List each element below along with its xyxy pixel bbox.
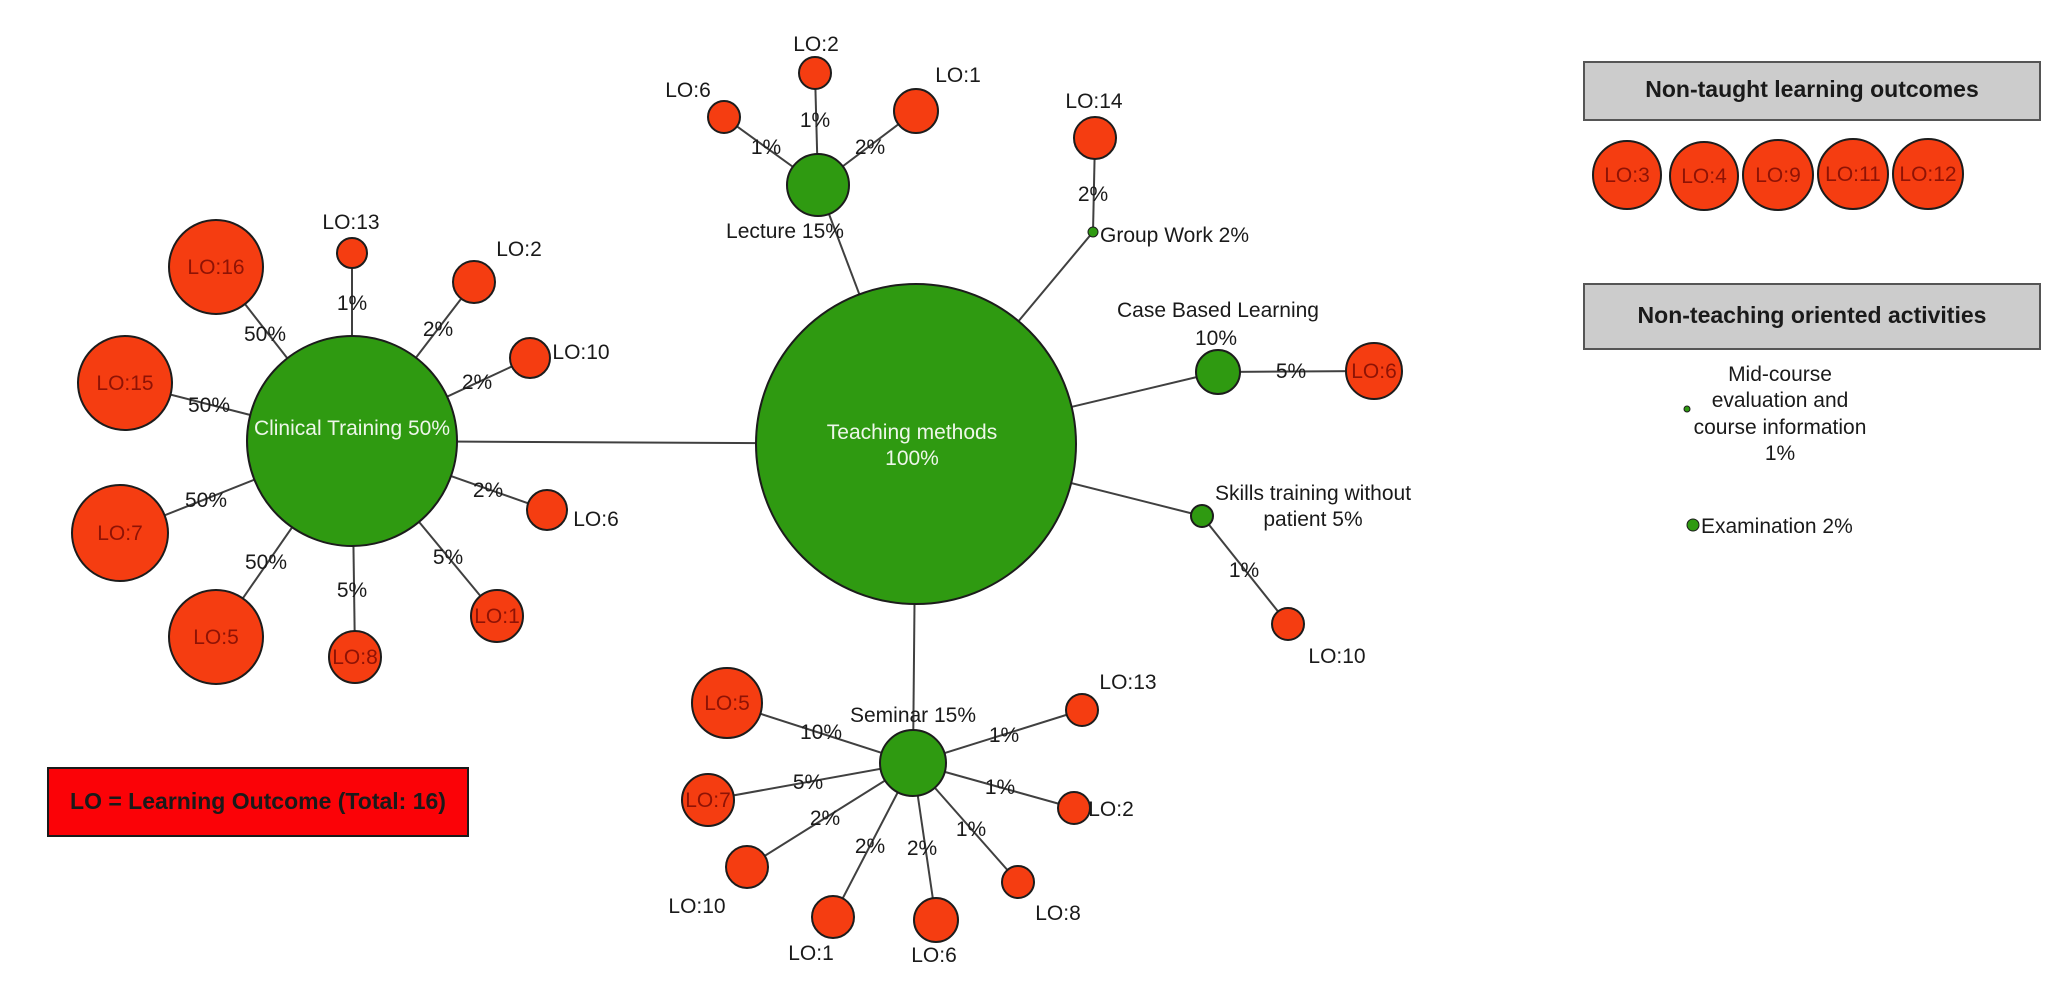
svg-text:50%: 50% bbox=[244, 323, 286, 346]
svg-text:LO:12: LO:12 bbox=[1899, 163, 1956, 186]
svg-text:Teaching methods: Teaching methods bbox=[827, 421, 997, 444]
svg-text:LO:6: LO:6 bbox=[911, 944, 957, 967]
svg-text:2%: 2% bbox=[473, 479, 503, 502]
svg-text:1%: 1% bbox=[989, 724, 1019, 747]
svg-text:LO:2: LO:2 bbox=[496, 238, 542, 261]
svg-text:1%: 1% bbox=[1765, 442, 1795, 465]
svg-text:1%: 1% bbox=[985, 776, 1015, 799]
svg-text:1%: 1% bbox=[1229, 559, 1259, 582]
svg-text:LO:10: LO:10 bbox=[668, 895, 725, 918]
svg-text:LO:6: LO:6 bbox=[573, 508, 619, 531]
svg-text:1%: 1% bbox=[956, 818, 986, 841]
svg-text:Mid-course: Mid-course bbox=[1728, 363, 1832, 386]
svg-text:LO:11: LO:11 bbox=[1825, 163, 1881, 186]
svg-text:Skills training without: Skills training without bbox=[1215, 482, 1411, 505]
svg-text:5%: 5% bbox=[337, 579, 367, 602]
svg-text:10%: 10% bbox=[800, 721, 842, 744]
svg-text:LO:8: LO:8 bbox=[1035, 902, 1081, 925]
svg-text:1%: 1% bbox=[337, 292, 367, 315]
svg-text:LO:5: LO:5 bbox=[193, 626, 239, 649]
svg-text:LO:14: LO:14 bbox=[1065, 90, 1123, 113]
svg-text:2%: 2% bbox=[855, 136, 885, 159]
svg-text:LO:6: LO:6 bbox=[665, 79, 711, 102]
svg-text:10%: 10% bbox=[1195, 327, 1237, 350]
svg-text:LO:6: LO:6 bbox=[1351, 360, 1397, 383]
svg-text:LO:7: LO:7 bbox=[685, 789, 731, 812]
svg-text:LO:9: LO:9 bbox=[1755, 164, 1801, 187]
svg-text:LO:3: LO:3 bbox=[1604, 164, 1650, 187]
svg-text:2%: 2% bbox=[907, 837, 937, 860]
svg-text:5%: 5% bbox=[433, 546, 463, 569]
svg-text:5%: 5% bbox=[793, 771, 823, 794]
svg-text:Case Based Learning: Case Based Learning bbox=[1117, 299, 1319, 322]
svg-text:Clinical Training 50%: Clinical Training 50% bbox=[254, 417, 450, 440]
svg-text:LO:15: LO:15 bbox=[96, 372, 153, 395]
svg-text:LO:16: LO:16 bbox=[187, 256, 244, 279]
svg-text:LO:1: LO:1 bbox=[788, 942, 834, 965]
svg-text:Examination 2%: Examination 2% bbox=[1701, 515, 1853, 538]
svg-text:LO:1: LO:1 bbox=[474, 605, 520, 628]
svg-text:100%: 100% bbox=[885, 447, 939, 470]
svg-text:LO:2: LO:2 bbox=[1088, 798, 1134, 821]
svg-text:course information: course information bbox=[1694, 416, 1867, 439]
svg-text:Seminar 15%: Seminar 15% bbox=[850, 704, 976, 727]
svg-text:LO:1: LO:1 bbox=[935, 64, 981, 87]
svg-text:5%: 5% bbox=[1276, 360, 1306, 383]
svg-text:LO:8: LO:8 bbox=[332, 646, 378, 669]
svg-text:2%: 2% bbox=[810, 807, 840, 830]
svg-text:2%: 2% bbox=[855, 835, 885, 858]
svg-text:1%: 1% bbox=[800, 109, 830, 132]
svg-text:2%: 2% bbox=[423, 318, 453, 341]
svg-text:Non-taught learning outcomes: Non-taught learning outcomes bbox=[1645, 76, 1979, 102]
svg-text:LO:13: LO:13 bbox=[1099, 671, 1156, 694]
svg-text:LO:5: LO:5 bbox=[704, 692, 750, 715]
svg-text:50%: 50% bbox=[245, 551, 287, 574]
svg-text:50%: 50% bbox=[185, 489, 227, 512]
svg-text:Non-teaching oriented activiti: Non-teaching oriented activities bbox=[1638, 302, 1987, 328]
svg-text:patient 5%: patient 5% bbox=[1263, 508, 1362, 531]
svg-text:LO = Learning Outcome (Total:: LO = Learning Outcome (Total: 16) bbox=[70, 788, 446, 814]
svg-text:1%: 1% bbox=[751, 136, 781, 159]
svg-text:Lecture 15%: Lecture 15% bbox=[726, 220, 844, 243]
svg-text:50%: 50% bbox=[188, 394, 230, 417]
svg-text:2%: 2% bbox=[462, 371, 492, 394]
svg-text:Group Work 2%: Group Work 2% bbox=[1100, 224, 1249, 247]
svg-text:LO:10: LO:10 bbox=[552, 341, 609, 364]
svg-text:LO:13: LO:13 bbox=[322, 211, 379, 234]
svg-text:LO:7: LO:7 bbox=[97, 522, 143, 545]
svg-text:2%: 2% bbox=[1078, 183, 1108, 206]
svg-text:evaluation and: evaluation and bbox=[1712, 389, 1849, 412]
svg-text:LO:10: LO:10 bbox=[1308, 645, 1365, 668]
svg-text:LO:2: LO:2 bbox=[793, 33, 839, 56]
svg-text:LO:4: LO:4 bbox=[1681, 165, 1727, 188]
